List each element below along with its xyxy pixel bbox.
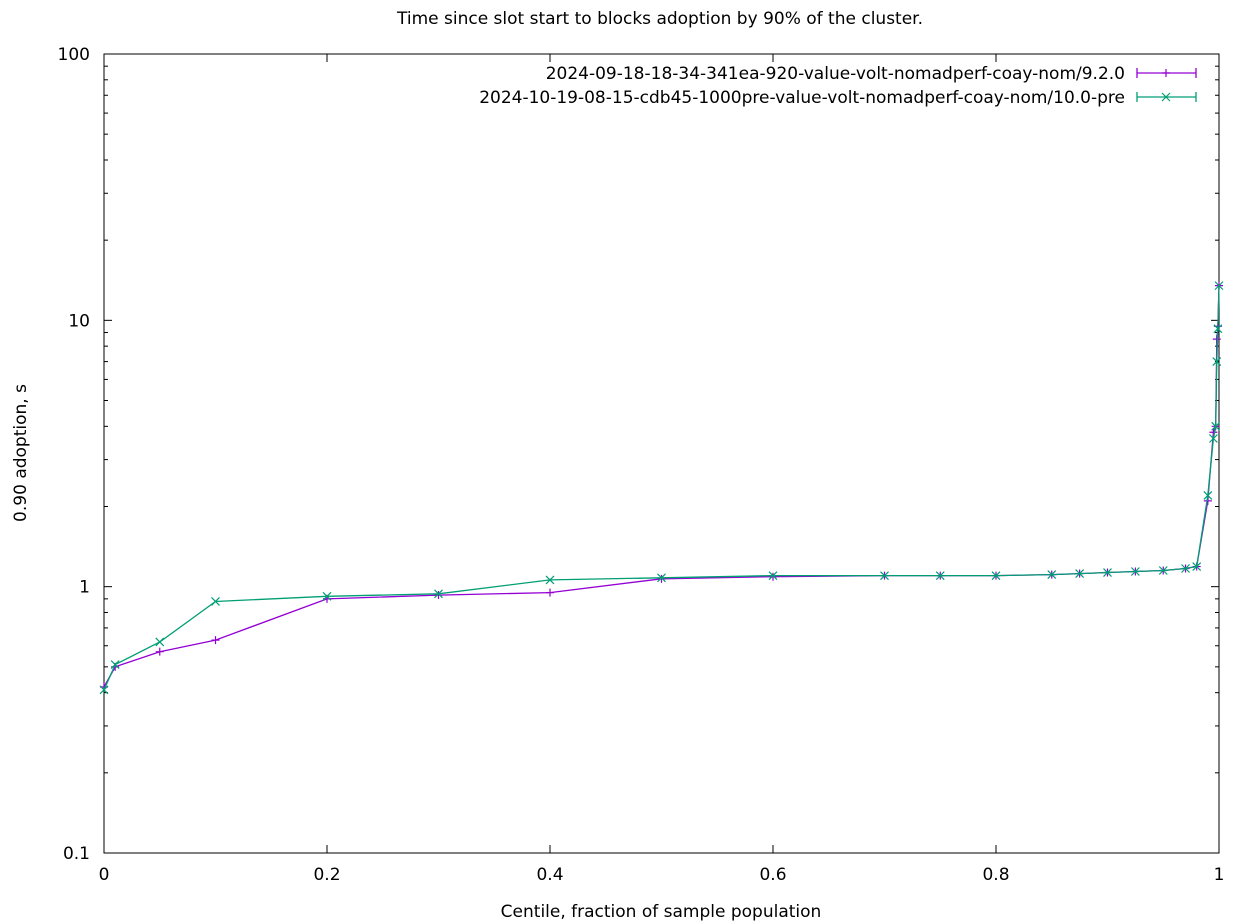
data-point-0-3 — [212, 636, 220, 644]
y-tick-label: 100 — [58, 45, 90, 65]
data-point-0-8 — [769, 573, 777, 581]
series-1 — [100, 282, 1223, 694]
x-tick-label: 0 — [99, 865, 110, 885]
legend-marker-0 — [1162, 69, 1170, 77]
y-tick-label: 10 — [68, 311, 90, 331]
x-tick-label: 0.8 — [982, 865, 1009, 885]
x-tick-label: 0.2 — [313, 865, 340, 885]
legend-entry-0: 2024-09-18-18-34-341ea-920-value-volt-no… — [546, 64, 1196, 84]
y-tick-label: 0.1 — [63, 844, 90, 864]
x-tick-label: 0.4 — [536, 865, 563, 885]
legend: 2024-09-18-18-34-341ea-920-value-volt-no… — [479, 64, 1196, 108]
y-axis-label: 0.90 adoption, s — [11, 384, 31, 522]
y-tick-label: 1 — [79, 578, 90, 598]
data-point-0-6 — [546, 589, 554, 597]
data-point-0-7 — [658, 575, 666, 583]
axes: 0 0.2 0.4 0.6 0.8 1 0.1 1 10 100 — [58, 45, 1225, 885]
legend-label: 2024-09-18-18-34-341ea-920-value-volt-no… — [546, 64, 1125, 84]
series-layer — [100, 282, 1223, 694]
x-axis-label: Centile, fraction of sample population — [501, 902, 822, 922]
plot-area — [104, 54, 1219, 853]
x-tick-label: 0.6 — [759, 865, 786, 885]
series-0 — [100, 282, 1223, 691]
legend-label: 2024-10-19-08-15-cdb45-1000pre-value-vol… — [479, 88, 1125, 108]
data-point-0-2 — [156, 648, 164, 656]
x-tick-label: 1 — [1214, 865, 1225, 885]
data-point-0-5 — [435, 591, 443, 599]
series-line-0 — [104, 286, 1219, 687]
series-line-1 — [104, 286, 1219, 690]
chart-title: Time since slot start to blocks adoption… — [396, 9, 923, 29]
legend-entry-1: 2024-10-19-08-15-cdb45-1000pre-value-vol… — [479, 88, 1196, 108]
data-point-0-22 — [1213, 335, 1221, 343]
data-point-1-2 — [156, 638, 164, 646]
